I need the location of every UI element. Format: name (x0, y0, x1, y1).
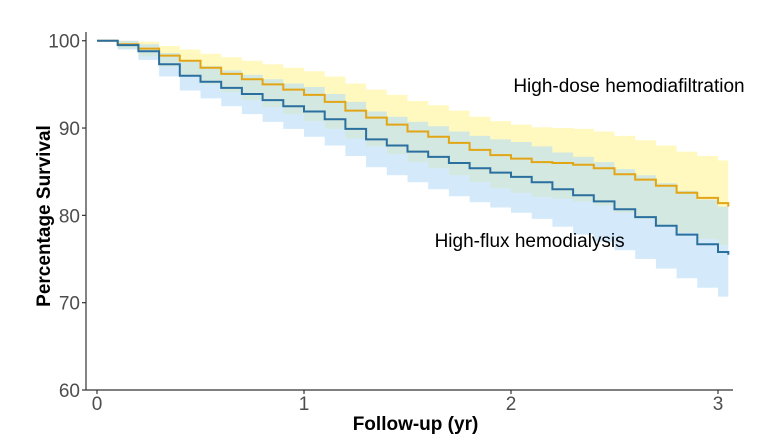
x-tick-label: 2 (506, 394, 517, 415)
survival-lines (97, 39, 730, 255)
survival-line-hd (97, 39, 730, 255)
annotation-hdf: High-dose hemodiafiltration (513, 76, 744, 97)
x-axis-title: Follow-up (yr) (353, 414, 479, 435)
confidence-bands (97, 40, 729, 300)
x-tick-label: 0 (92, 394, 103, 415)
y-tick-label: 60 (59, 381, 80, 402)
y-tick-label: 100 (48, 32, 80, 53)
confidence-band-hd (97, 40, 729, 300)
y-tick-label: 90 (59, 119, 80, 140)
y-axis-title: Percentage Survival (34, 125, 55, 307)
x-tick-label: 1 (299, 394, 310, 415)
annotation-hd: High-flux hemodialysis (435, 231, 625, 252)
y-tick-label: 80 (59, 206, 80, 227)
axes (85, 32, 733, 391)
axis-ticks: 60 70 80 90 100 0 1 2 3 (48, 32, 723, 415)
annotations: High-dose hemodiafiltration High-flux hem… (435, 76, 745, 252)
y-tick-label: 70 (59, 294, 80, 315)
x-tick-label: 3 (713, 394, 724, 415)
survival-line-hdf (97, 39, 730, 207)
